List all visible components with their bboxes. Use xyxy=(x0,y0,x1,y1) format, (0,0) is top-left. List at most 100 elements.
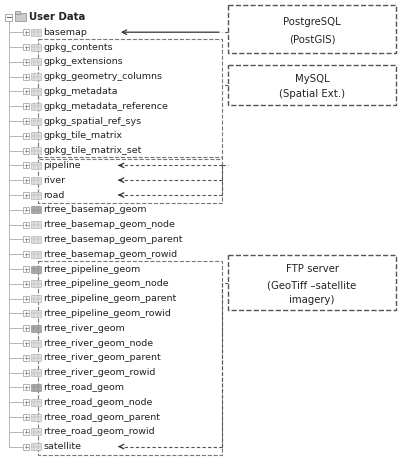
Text: (Spatial Ext.): (Spatial Ext.) xyxy=(279,89,345,99)
Text: rtree_road_geom_parent: rtree_road_geom_parent xyxy=(43,412,160,422)
Text: (GeoTiff –satellite: (GeoTiff –satellite xyxy=(267,280,357,290)
Text: rtree_road_geom: rtree_road_geom xyxy=(43,383,124,392)
FancyBboxPatch shape xyxy=(228,65,396,105)
Bar xyxy=(23,370,29,376)
Text: rtree_river_geom_parent: rtree_river_geom_parent xyxy=(43,353,161,362)
Bar xyxy=(31,29,41,36)
Bar xyxy=(31,147,41,154)
Bar xyxy=(23,429,29,435)
Bar xyxy=(23,103,29,109)
Bar xyxy=(23,177,29,183)
Bar xyxy=(23,414,29,420)
Bar xyxy=(31,177,41,184)
Bar xyxy=(5,14,12,21)
Text: MySQL: MySQL xyxy=(295,74,329,84)
Bar xyxy=(23,44,29,50)
Text: river: river xyxy=(43,176,65,185)
Bar xyxy=(31,192,41,199)
Bar xyxy=(23,340,29,346)
Bar xyxy=(31,103,41,110)
Bar xyxy=(31,310,41,317)
Bar xyxy=(23,236,29,242)
FancyBboxPatch shape xyxy=(228,255,396,310)
Bar xyxy=(31,413,41,420)
Text: rtree_river_geom: rtree_river_geom xyxy=(43,324,125,333)
Bar xyxy=(31,266,41,273)
Bar xyxy=(15,14,26,21)
Bar xyxy=(31,88,41,95)
Text: FTP server: FTP server xyxy=(286,264,339,274)
Bar xyxy=(31,369,41,376)
Bar xyxy=(23,59,29,65)
Text: road: road xyxy=(43,191,64,199)
Bar xyxy=(31,58,41,65)
Text: rtree_river_geom_rowid: rtree_river_geom_rowid xyxy=(43,368,156,377)
Text: rtree_river_geom_node: rtree_river_geom_node xyxy=(43,338,153,348)
Bar xyxy=(23,148,29,154)
Bar xyxy=(23,251,29,257)
Bar xyxy=(23,207,29,213)
Bar xyxy=(23,281,29,287)
Bar xyxy=(23,29,29,35)
Text: (PostGIS): (PostGIS) xyxy=(289,34,335,45)
Text: gpkg_contents: gpkg_contents xyxy=(43,42,113,52)
Bar xyxy=(31,117,41,124)
Bar xyxy=(23,399,29,405)
Bar xyxy=(31,221,41,228)
Text: rtree_basemap_geom: rtree_basemap_geom xyxy=(43,206,147,214)
Bar xyxy=(23,355,29,361)
Text: rtree_road_geom_node: rtree_road_geom_node xyxy=(43,397,152,407)
Text: gpkg_geometry_columns: gpkg_geometry_columns xyxy=(43,72,162,81)
Bar xyxy=(23,266,29,272)
Bar xyxy=(31,340,41,347)
Bar xyxy=(31,325,41,332)
Bar xyxy=(23,89,29,95)
Bar xyxy=(23,384,29,391)
Bar xyxy=(23,133,29,139)
Bar xyxy=(31,206,41,213)
Text: gpkg_extensions: gpkg_extensions xyxy=(43,57,123,66)
Text: pipeline: pipeline xyxy=(43,161,81,170)
Bar xyxy=(31,399,41,406)
Bar xyxy=(31,132,41,139)
Bar xyxy=(23,162,29,168)
Text: basemap: basemap xyxy=(43,27,87,37)
Bar xyxy=(23,74,29,80)
Bar xyxy=(23,295,29,302)
Bar xyxy=(31,73,41,80)
Text: rtree_pipeline_geom: rtree_pipeline_geom xyxy=(43,265,140,274)
Bar xyxy=(23,325,29,331)
Bar xyxy=(23,118,29,124)
Bar xyxy=(31,281,41,288)
Bar xyxy=(31,354,41,361)
Text: rtree_basemap_geom_parent: rtree_basemap_geom_parent xyxy=(43,235,183,244)
Text: gpkg_tile_matrix_set: gpkg_tile_matrix_set xyxy=(43,146,141,155)
Text: imagery): imagery) xyxy=(289,295,335,305)
Text: rtree_pipeline_geom_rowid: rtree_pipeline_geom_rowid xyxy=(43,309,171,318)
Bar xyxy=(31,251,41,258)
Bar xyxy=(23,222,29,227)
FancyBboxPatch shape xyxy=(228,5,396,53)
Text: PostgreSQL: PostgreSQL xyxy=(283,17,341,27)
Bar xyxy=(31,443,41,450)
Text: rtree_basemap_geom_node: rtree_basemap_geom_node xyxy=(43,220,175,229)
Text: rtree_pipeline_geom_parent: rtree_pipeline_geom_parent xyxy=(43,294,176,303)
Bar xyxy=(23,310,29,316)
Text: rtree_basemap_geom_rowid: rtree_basemap_geom_rowid xyxy=(43,250,177,259)
Text: gpkg_metadata: gpkg_metadata xyxy=(43,87,118,96)
Text: rtree_road_geom_rowid: rtree_road_geom_rowid xyxy=(43,427,155,436)
Bar xyxy=(23,444,29,450)
Text: gpkg_tile_matrix: gpkg_tile_matrix xyxy=(43,131,122,140)
Text: gpkg_spatial_ref_sys: gpkg_spatial_ref_sys xyxy=(43,116,141,125)
Text: rtree_pipeline_geom_node: rtree_pipeline_geom_node xyxy=(43,279,168,288)
Bar xyxy=(23,192,29,198)
Text: User Data: User Data xyxy=(29,13,85,22)
Bar xyxy=(31,43,41,50)
Bar xyxy=(31,384,41,391)
Bar xyxy=(31,428,41,435)
Text: satellite: satellite xyxy=(43,442,81,451)
Bar xyxy=(31,236,41,243)
Bar xyxy=(31,162,41,169)
Bar xyxy=(31,295,41,302)
Text: gpkg_metadata_reference: gpkg_metadata_reference xyxy=(43,102,168,111)
